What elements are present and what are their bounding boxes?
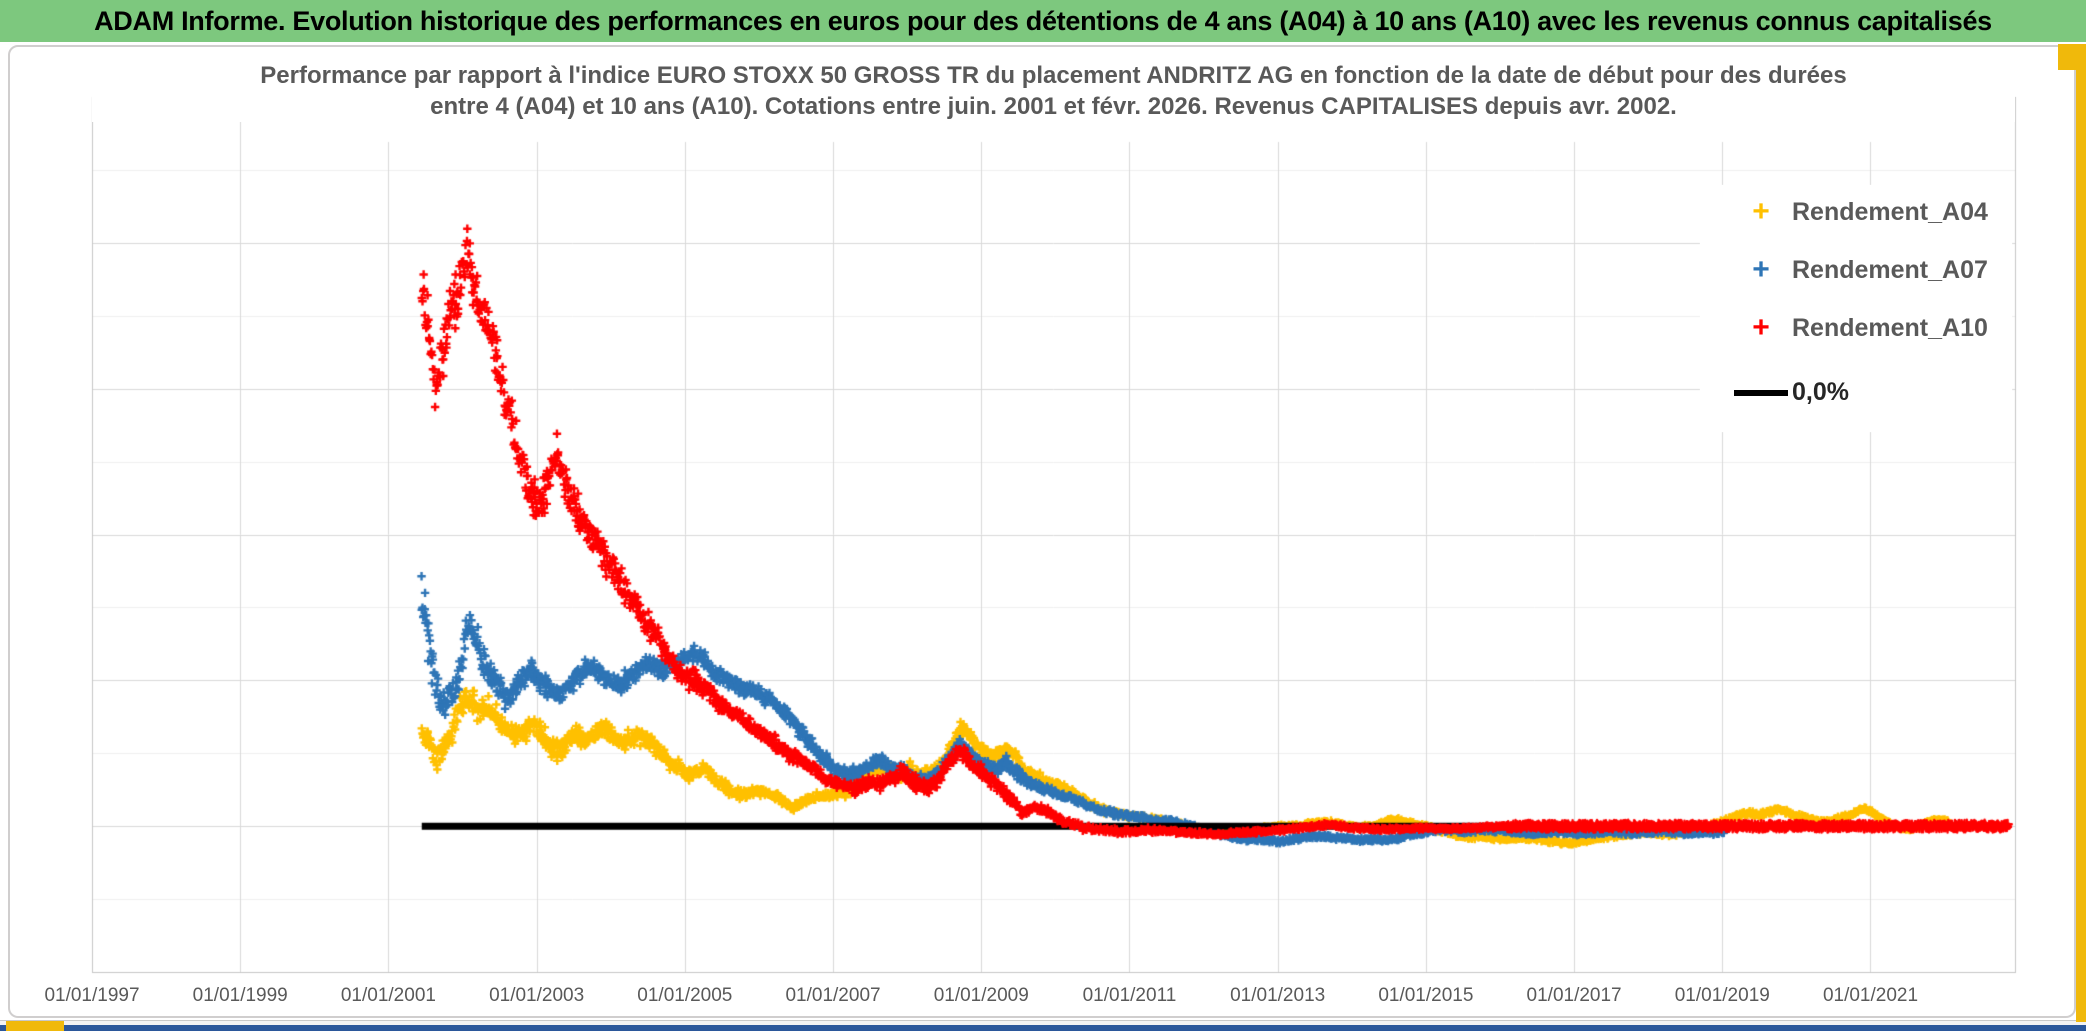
chart-title-line1: Performance par rapport à l'indice EURO … [260,62,1847,89]
legend: + Rendement_A04 + Rendement_A07 + Rendem… [1700,185,2012,432]
legend-label-zero: 0,0% [1792,378,1849,406]
x-axis-tick-label: 01/01/2013 [1230,985,1326,1006]
x-axis-tick-label: 01/01/1997 [44,985,140,1006]
x-axis-tick-label: 01/01/2021 [1822,985,1919,1006]
legend-item-a10: + Rendement_A10 [1700,313,2012,345]
x-axis-tick-label: 01/01/2019 [1674,985,1770,1006]
right-edge-strip [2076,44,2086,1022]
x-axis-tick-label: 01/01/2017 [1526,985,1622,1006]
legend-label-a04: Rendement_A04 [1792,198,1988,226]
legend-item-a07: + Rendement_A07 [1700,255,2012,287]
legend-label-a10: Rendement_A10 [1792,314,1988,342]
legend-item-zero: 0,0% [1700,377,2012,409]
plus-marker-a10-icon: + [1752,311,1770,344]
plus-marker-a07-icon: + [1752,253,1770,286]
x-axis-tick-label: 01/01/2015 [1378,985,1474,1006]
x-axis-tick-label: 01/01/2011 [1082,985,1177,1006]
x-axis-tick-label: 01/01/2005 [637,985,733,1006]
x-axis-tick-label: 01/01/1999 [192,985,288,1006]
right-corner-block [2058,44,2086,70]
chart-title: Performance par rapport à l'indice EURO … [92,60,2015,122]
legend-item-a04: + Rendement_A04 [1700,197,2012,229]
chart-title-line2: entre 4 (A04) et 10 ans (A10). Cotations… [430,93,1677,120]
bottom-window-bar [0,1025,2086,1031]
bottom-strip [0,1020,2086,1026]
legend-label-a07: Rendement_A07 [1792,256,1988,284]
x-axis-tick-label: 01/01/2001 [340,985,436,1006]
zero-line-marker-icon [1734,390,1788,396]
sheet-corner-block [6,1021,64,1031]
plus-marker-a04-icon: + [1752,195,1770,228]
x-axis-tick-label: 01/01/2003 [489,985,585,1006]
x-axis-tick-label: 01/01/2007 [785,985,881,1006]
x-axis-tick-label: 01/01/2009 [933,985,1029,1006]
